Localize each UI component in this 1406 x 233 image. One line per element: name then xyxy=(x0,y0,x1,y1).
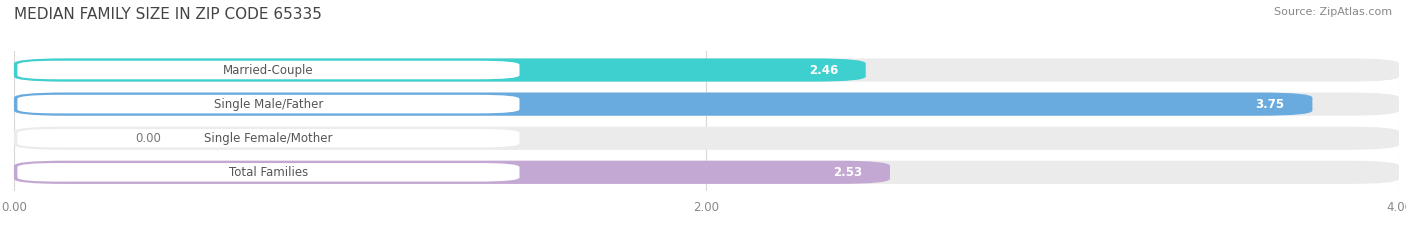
FancyBboxPatch shape xyxy=(14,93,1399,116)
Text: 0.00: 0.00 xyxy=(135,132,162,145)
FancyBboxPatch shape xyxy=(17,163,519,182)
FancyBboxPatch shape xyxy=(17,129,519,147)
Text: 2.46: 2.46 xyxy=(808,64,838,76)
Text: Married-Couple: Married-Couple xyxy=(224,64,314,76)
Text: Source: ZipAtlas.com: Source: ZipAtlas.com xyxy=(1274,7,1392,17)
Text: Single Male/Father: Single Male/Father xyxy=(214,98,323,111)
Text: MEDIAN FAMILY SIZE IN ZIP CODE 65335: MEDIAN FAMILY SIZE IN ZIP CODE 65335 xyxy=(14,7,322,22)
FancyBboxPatch shape xyxy=(14,93,1312,116)
Text: 2.53: 2.53 xyxy=(834,166,862,179)
FancyBboxPatch shape xyxy=(14,58,866,82)
FancyBboxPatch shape xyxy=(17,61,519,79)
FancyBboxPatch shape xyxy=(14,161,890,184)
Text: Total Families: Total Families xyxy=(229,166,308,179)
FancyBboxPatch shape xyxy=(14,127,1399,150)
FancyBboxPatch shape xyxy=(17,95,519,113)
Text: Single Female/Mother: Single Female/Mother xyxy=(204,132,333,145)
Text: 3.75: 3.75 xyxy=(1256,98,1285,111)
FancyBboxPatch shape xyxy=(14,58,1399,82)
FancyBboxPatch shape xyxy=(14,161,1399,184)
